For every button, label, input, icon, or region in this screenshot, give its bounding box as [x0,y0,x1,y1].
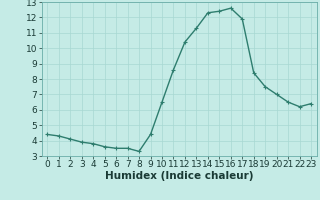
X-axis label: Humidex (Indice chaleur): Humidex (Indice chaleur) [105,171,253,181]
